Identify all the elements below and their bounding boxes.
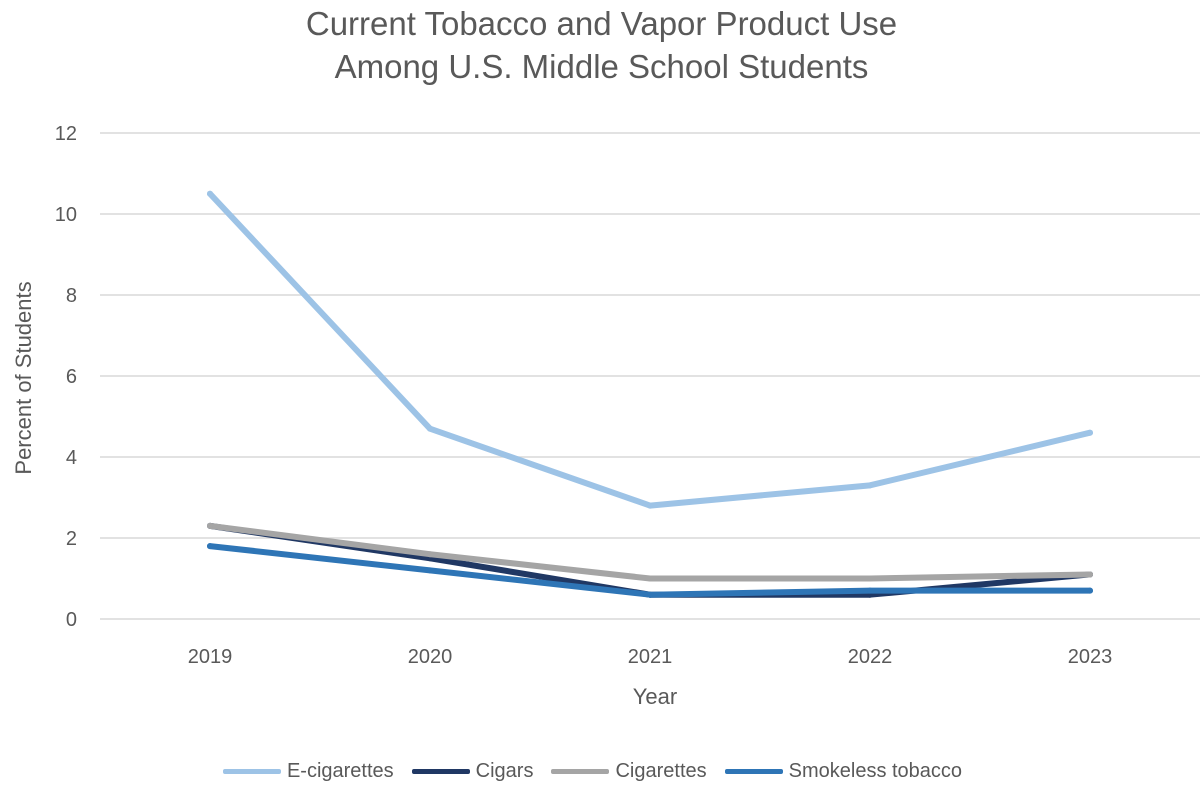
data-point-smokeless-tobacco [867, 587, 873, 594]
data-point-smokeless-tobacco [1087, 587, 1093, 594]
data-point-e-cigarettes [1087, 429, 1093, 436]
data-point-cigarettes [1087, 571, 1093, 578]
y-tick-label: 12 [55, 123, 77, 145]
x-axis-title: Year [633, 684, 677, 709]
data-point-e-cigarettes [647, 502, 653, 509]
legend-swatch [411, 769, 470, 774]
legend-label: Smokeless tobacco [788, 760, 963, 782]
legend-label: E-cigarettes [286, 760, 394, 782]
legend-swatch [551, 769, 610, 774]
data-point-e-cigarettes [427, 425, 433, 432]
chart-title-line-2: Among U.S. Middle School Students [334, 48, 869, 85]
data-point-e-cigarettes [867, 482, 873, 489]
data-point-smokeless-tobacco [647, 591, 653, 598]
x-tick-label: 2021 [628, 646, 673, 668]
data-point-e-cigarettes [207, 190, 213, 197]
chart-title: Current Tobacco and Vapor Product Use Am… [0, 2, 1203, 88]
data-point-cigarettes [427, 551, 433, 558]
legend-label: Cigars [475, 760, 534, 782]
x-tick-label: 2019 [188, 646, 233, 668]
legend-item: Cigarettes [551, 760, 707, 783]
y-tick-label: 4 [66, 447, 77, 469]
legend-item: Smokeless tobacco [724, 760, 963, 783]
legend-item: E-cigarettes [222, 760, 394, 783]
y-tick-label: 8 [66, 285, 77, 307]
y-tick-label: 0 [66, 609, 77, 631]
y-tick-label: 10 [55, 204, 77, 226]
data-point-smokeless-tobacco [207, 543, 213, 550]
legend-swatch [724, 769, 783, 774]
series-line-cigarettes [207, 522, 1093, 582]
series-line-e-cigarettes [207, 190, 1093, 509]
legend-label: Cigarettes [615, 760, 707, 782]
data-point-cigarettes [647, 575, 653, 582]
y-axis-title: Percent of Students [11, 281, 36, 474]
x-tick-label: 2023 [1068, 646, 1113, 668]
y-tick-label: 6 [66, 366, 77, 388]
y-tick-label: 2 [66, 528, 77, 550]
data-point-cigarettes [867, 575, 873, 582]
data-point-smokeless-tobacco [427, 567, 433, 574]
data-point-cigarettes [207, 522, 213, 529]
chart-legend: E-cigarettes Cigars Cigarettes Smokeless to… [0, 760, 1203, 783]
legend-item: Cigars [411, 760, 534, 783]
chart-title-line-1: Current Tobacco and Vapor Product Use [305, 5, 898, 42]
x-tick-label: 2022 [848, 646, 893, 668]
legend-swatch [222, 769, 281, 774]
x-tick-label: 2020 [408, 646, 453, 668]
